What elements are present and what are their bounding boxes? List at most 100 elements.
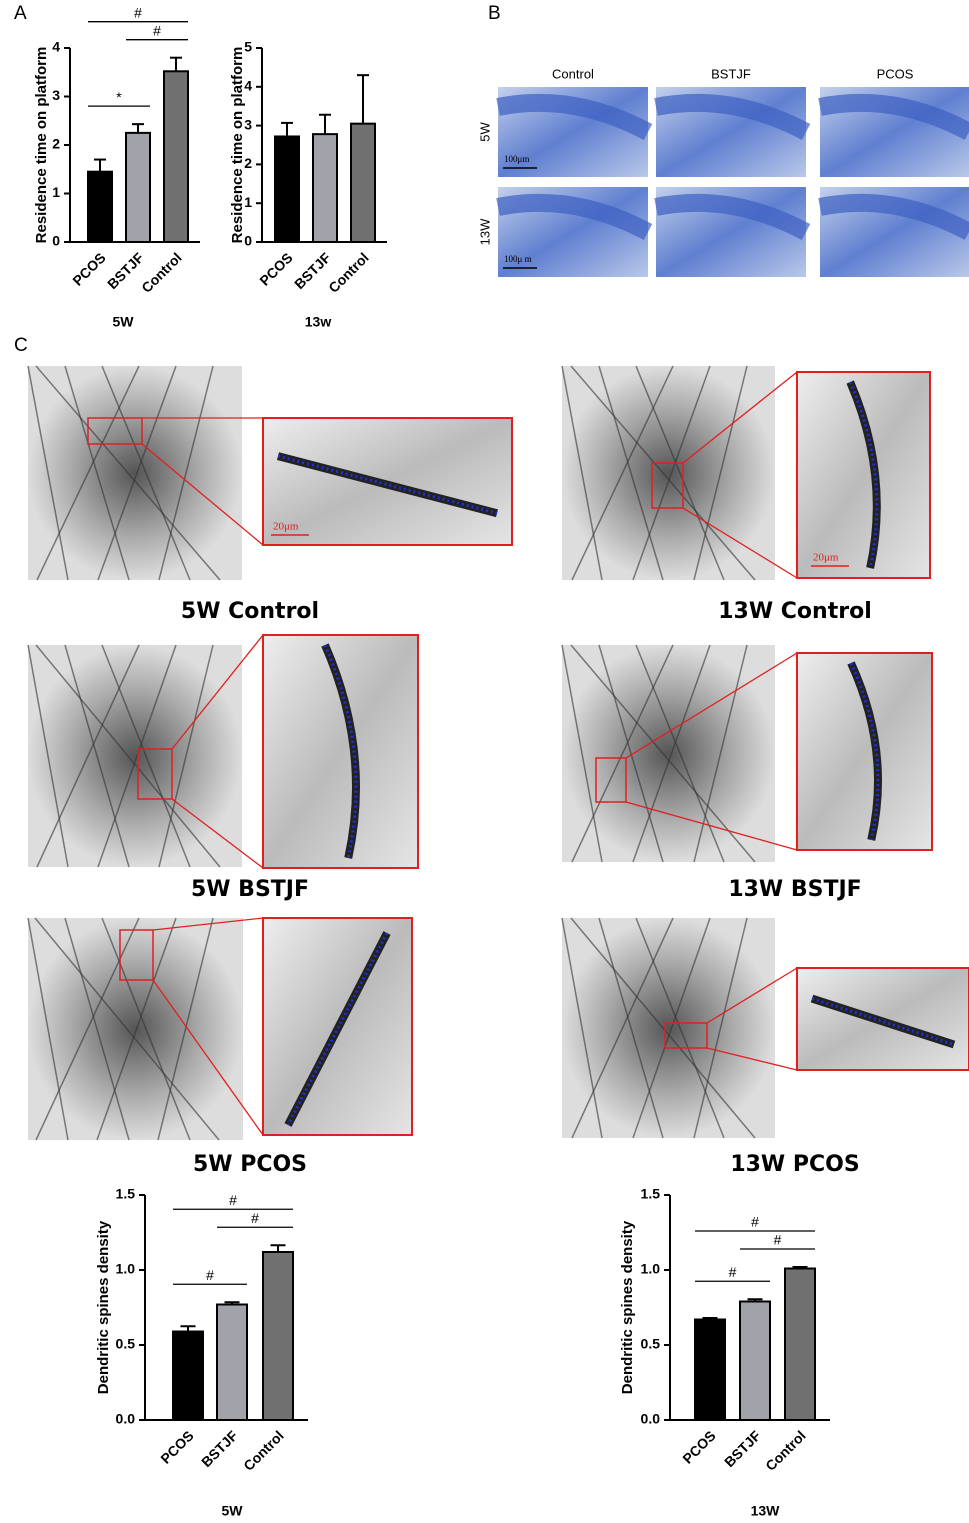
bar xyxy=(87,170,113,243)
neuron-image xyxy=(562,918,775,1138)
zoom-connector xyxy=(706,967,798,1024)
image-caption: 13W BSTJF xyxy=(728,877,861,902)
y-tick-label: 0 xyxy=(244,233,252,249)
x-axis-title: 13w xyxy=(305,314,332,330)
y-tick-label: 4 xyxy=(52,39,60,55)
error-bar xyxy=(94,158,106,172)
x-axis-title: 13W xyxy=(751,1503,781,1519)
zoom-image xyxy=(796,652,933,851)
dendrite xyxy=(101,644,191,868)
image-caption: 5W PCOS xyxy=(193,1152,307,1177)
spine-trace xyxy=(286,932,389,1126)
panel-letter: C xyxy=(14,335,28,356)
dendrite xyxy=(570,365,756,581)
y-tick-label: 4 xyxy=(244,78,252,94)
spine-trace xyxy=(323,644,358,859)
y-tick-label: 0.0 xyxy=(641,1411,661,1427)
error-bar xyxy=(792,1266,808,1269)
dendrite xyxy=(571,917,674,1139)
cell-band xyxy=(496,93,653,140)
neuron-image xyxy=(562,366,775,580)
bar xyxy=(216,1303,248,1421)
error-bar xyxy=(357,74,369,124)
y-tick-label: 1.0 xyxy=(641,1261,661,1277)
dendrite xyxy=(561,644,603,863)
dendrite xyxy=(96,917,177,1141)
scale-label: 100μ m xyxy=(504,254,532,264)
zoom-connector xyxy=(171,798,264,869)
zoom-region xyxy=(137,748,173,800)
zoom-region xyxy=(664,1022,708,1049)
cell-band xyxy=(496,193,653,240)
dendrite xyxy=(693,644,748,863)
bar xyxy=(784,1267,816,1421)
cell-band xyxy=(818,193,969,240)
y-tick-label: 1.5 xyxy=(116,1186,136,1202)
bar xyxy=(262,1251,294,1421)
dendrite xyxy=(571,365,674,581)
dendrite xyxy=(570,644,756,863)
zoom-image xyxy=(262,634,419,869)
y-axis-title: Residence time on platform xyxy=(33,47,50,244)
bar xyxy=(312,133,338,243)
bar xyxy=(125,131,151,243)
x-tick-label: PCOS xyxy=(679,1427,718,1466)
dendrite xyxy=(36,365,140,581)
bar xyxy=(350,122,376,243)
zoom-connector xyxy=(625,801,798,851)
y-tick-label: 3 xyxy=(244,116,252,132)
dendrite-zoom xyxy=(276,452,499,518)
y-tick-label: 0.0 xyxy=(116,1411,136,1427)
dendrite xyxy=(158,365,214,581)
significance-label: # xyxy=(134,4,142,20)
x-tick-label: Control xyxy=(325,249,372,296)
significance-label: # xyxy=(751,1214,759,1230)
y-tick-label: 2 xyxy=(244,155,252,171)
cell-band xyxy=(818,93,969,140)
dendrite xyxy=(64,365,130,581)
dendrite xyxy=(635,917,725,1139)
dendrite xyxy=(64,917,130,1141)
y-tick-label: 1.0 xyxy=(116,1261,136,1277)
dendrite xyxy=(97,644,177,868)
dendrite xyxy=(632,365,711,581)
bar xyxy=(163,70,189,243)
dendrite xyxy=(693,917,748,1139)
scale-label: 100μm xyxy=(504,154,529,164)
image-caption: 5W Control xyxy=(181,599,319,624)
significance-label: # xyxy=(229,1192,237,1208)
row-label: 13W xyxy=(477,218,492,245)
error-bar xyxy=(224,1301,240,1305)
bar xyxy=(694,1318,726,1421)
column-label: Control xyxy=(552,66,594,81)
significance-label: * xyxy=(116,89,122,105)
x-tick-label: Control xyxy=(138,249,185,296)
significance-label: # xyxy=(206,1267,214,1283)
image-caption: 13W PCOS xyxy=(730,1152,859,1177)
zoom-connector xyxy=(706,1047,798,1071)
neuron-image xyxy=(28,918,243,1140)
y-tick-label: 0.5 xyxy=(116,1336,136,1352)
zoom-connector xyxy=(625,652,798,759)
spine-trace xyxy=(848,381,879,569)
x-tick-label: PCOS xyxy=(69,249,108,288)
zoom-image xyxy=(796,371,931,579)
error-bar xyxy=(180,1325,196,1332)
significance-label: # xyxy=(729,1264,737,1280)
y-axis-title: Dendritic spines density xyxy=(95,1220,112,1394)
bar xyxy=(739,1300,771,1421)
panel-letter: B xyxy=(488,3,501,24)
dendrite xyxy=(693,365,748,581)
zoom-connector xyxy=(171,634,264,750)
dendrite xyxy=(635,365,725,581)
dendrite xyxy=(570,917,756,1139)
zoom-region xyxy=(651,462,684,509)
column-label: BSTJF xyxy=(711,66,751,81)
x-tick-label: PCOS xyxy=(256,249,295,288)
y-tick-label: 1 xyxy=(52,184,60,200)
significance-label: # xyxy=(774,1232,782,1248)
dendrite xyxy=(34,917,220,1141)
cell-band xyxy=(654,193,811,240)
cell-band xyxy=(654,93,811,140)
